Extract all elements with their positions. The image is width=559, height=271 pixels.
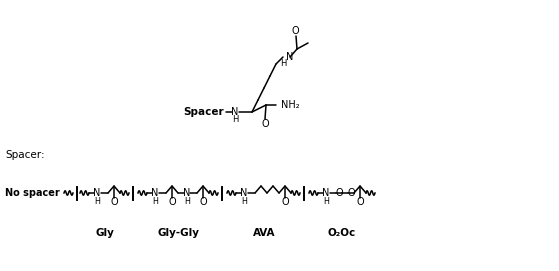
Text: O: O [168,197,176,207]
Text: N: N [231,107,239,117]
Text: O: O [110,197,118,207]
Text: H: H [184,196,190,205]
Text: O: O [291,26,299,36]
Text: O: O [335,188,343,198]
Text: N: N [286,52,293,62]
Text: H: H [94,196,100,205]
Text: Spacer: Spacer [183,107,224,117]
Text: No spacer: No spacer [5,188,60,198]
Text: N: N [151,188,159,198]
Text: O: O [199,197,207,207]
Text: H: H [323,196,329,205]
Text: O: O [261,119,269,129]
Text: N: N [240,188,248,198]
Text: AVA: AVA [253,228,275,238]
Text: H: H [232,115,238,124]
Text: N: N [323,188,330,198]
Text: Gly: Gly [96,228,115,238]
Text: O: O [356,197,364,207]
Text: N: N [183,188,191,198]
Text: O₂Oc: O₂Oc [328,228,356,238]
Text: Gly-Gly: Gly-Gly [157,228,199,238]
Text: Spacer:: Spacer: [5,150,45,160]
Text: NH₂: NH₂ [281,100,300,110]
Text: H: H [280,60,286,69]
Text: O: O [347,188,355,198]
Text: N: N [93,188,101,198]
Text: O: O [281,197,289,207]
Text: H: H [152,196,158,205]
Text: H: H [241,196,247,205]
